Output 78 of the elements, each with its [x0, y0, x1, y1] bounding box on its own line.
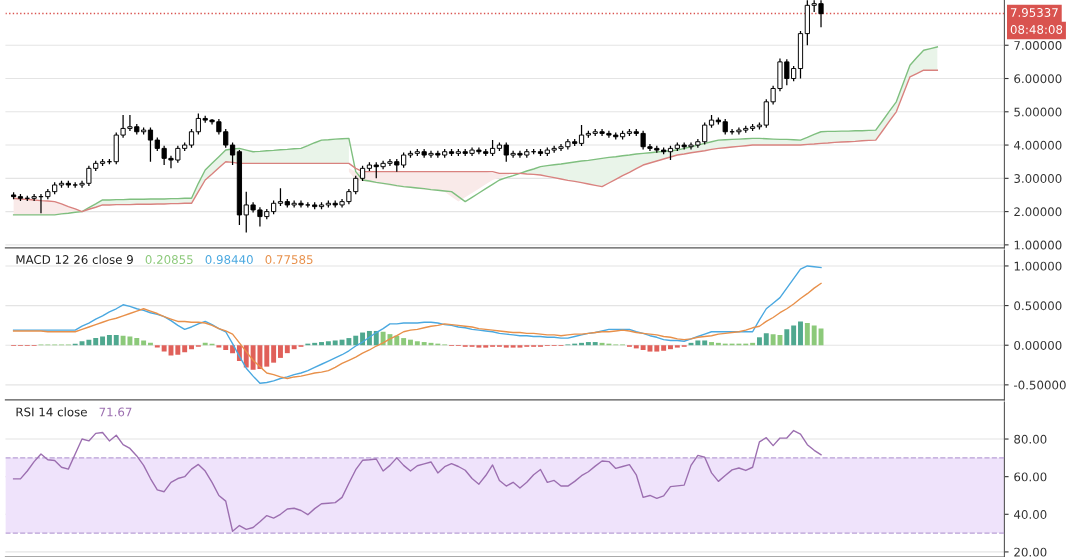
bar	[695, 340, 701, 346]
bar	[284, 345, 290, 354]
text: 08:48:08	[1010, 25, 1063, 34]
y-tick-label: 20.00	[1014, 547, 1047, 557]
bar	[503, 345, 509, 348]
bar	[702, 340, 708, 346]
bar	[798, 321, 803, 346]
bar	[189, 345, 194, 350]
bar	[709, 342, 715, 346]
text: 0.20855	[145, 255, 193, 265]
ref-line-label: 7.95337	[1010, 8, 1058, 17]
bar	[175, 345, 181, 355]
bar	[592, 342, 598, 346]
bar	[811, 325, 817, 346]
line-series	[12, 69, 939, 213]
y-tick-label: -0.50000	[1014, 380, 1066, 390]
y-tick-label: 7.00000	[1014, 40, 1062, 50]
y-tick-label: 5.00000	[1014, 107, 1062, 117]
y-tick-label: 2.00000	[1014, 207, 1062, 217]
bar	[756, 337, 762, 346]
bar	[291, 345, 297, 350]
bar	[134, 338, 140, 346]
bar	[483, 345, 489, 348]
bar	[804, 323, 810, 346]
candlestick	[147, 126, 154, 163]
y-tick-label: 3.00000	[1014, 174, 1062, 183]
bar	[784, 329, 790, 346]
y-tick-label: 1.00000	[1014, 261, 1062, 271]
bar	[271, 345, 277, 363]
bar	[216, 345, 222, 348]
y-tick-label: 60.00	[1014, 472, 1047, 482]
bar	[633, 345, 639, 349]
bar	[654, 345, 660, 352]
line-series	[12, 265, 822, 384]
chart-title: RSI 14 close	[16, 407, 87, 417]
bar	[674, 345, 680, 348]
bar	[106, 334, 112, 346]
bar	[661, 345, 667, 351]
bar	[585, 342, 591, 346]
bar	[332, 340, 338, 346]
bar	[264, 345, 270, 367]
bar	[113, 334, 119, 346]
chart-title: MACD 12 26 close 9	[16, 254, 133, 265]
bar	[408, 339, 413, 346]
bar	[421, 342, 427, 346]
bar	[161, 345, 167, 352]
bar	[223, 345, 229, 350]
bar	[353, 335, 359, 346]
bar	[86, 339, 92, 346]
text: 0.98440	[205, 255, 253, 265]
y-tick-label: 6.00000	[1014, 74, 1062, 84]
bar	[141, 340, 147, 346]
bar	[93, 338, 99, 346]
bar	[154, 345, 160, 348]
bar	[325, 341, 331, 346]
y-tick-label: 0.50000	[1014, 301, 1062, 311]
bar	[668, 345, 673, 350]
bar	[414, 341, 420, 346]
y-tick-label: 4.00000	[1014, 140, 1062, 150]
bar	[182, 345, 188, 353]
candlestick	[229, 141, 236, 166]
bar	[319, 342, 324, 346]
y-tick-label: 40.00	[1014, 510, 1047, 519]
bar	[278, 345, 283, 358]
bar	[791, 325, 797, 346]
candlestick	[578, 124, 585, 147]
bar	[763, 333, 769, 346]
text: 0.77585	[265, 255, 313, 265]
y-tick-label: 80.00	[1014, 434, 1047, 444]
line-series	[12, 282, 822, 380]
y-tick-label: 1.00000	[1014, 240, 1062, 250]
bar	[770, 334, 776, 346]
candlestick	[188, 128, 195, 149]
y-tick-label: 0.00000	[1014, 340, 1062, 350]
line-series	[12, 429, 822, 532]
series-label: 71.67	[99, 407, 132, 417]
bar	[100, 336, 106, 346]
bar	[401, 338, 407, 346]
